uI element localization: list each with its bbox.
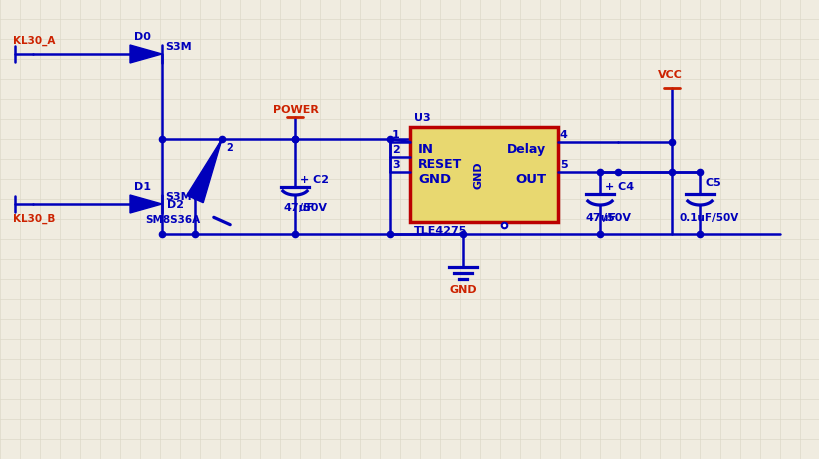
Text: POWER: POWER [273, 105, 319, 115]
Text: 4: 4 [560, 130, 568, 140]
Text: 0.1uF/50V: 0.1uF/50V [680, 213, 740, 223]
Text: Delay: Delay [507, 143, 546, 156]
Text: OUT: OUT [515, 173, 546, 186]
Text: VCC: VCC [658, 70, 683, 80]
Text: KL30_B: KL30_B [13, 213, 56, 224]
Text: D1: D1 [134, 182, 151, 191]
Text: 3: 3 [392, 160, 400, 170]
Text: D0: D0 [134, 32, 151, 42]
Text: + C2: + C2 [300, 174, 329, 185]
Text: S3M: S3M [165, 191, 192, 202]
Text: RESET: RESET [418, 158, 462, 171]
Text: 2: 2 [392, 145, 400, 155]
Text: 5: 5 [560, 160, 568, 170]
Text: C5: C5 [705, 178, 721, 188]
Text: 47uF: 47uF [283, 202, 314, 213]
Bar [410, 128, 558, 223]
Text: GND: GND [473, 161, 483, 188]
Text: U3: U3 [414, 113, 431, 123]
Text: S3M: S3M [165, 42, 192, 52]
Text: SM8S36A: SM8S36A [145, 214, 200, 224]
Text: KL30_A: KL30_A [13, 36, 56, 46]
Polygon shape [130, 196, 162, 213]
Text: GND: GND [450, 285, 477, 294]
Text: GND: GND [418, 173, 451, 186]
Text: 2: 2 [226, 143, 233, 153]
Polygon shape [187, 140, 222, 203]
Text: /50V: /50V [603, 213, 631, 223]
Polygon shape [130, 46, 162, 64]
Text: + C4: + C4 [605, 182, 634, 191]
Text: 1: 1 [392, 130, 400, 140]
Text: /50V: /50V [299, 202, 327, 213]
Text: D2: D2 [167, 200, 184, 210]
Text: 47uF: 47uF [586, 213, 617, 223]
Text: TLE4275: TLE4275 [414, 225, 468, 235]
Text: IN: IN [418, 143, 434, 156]
